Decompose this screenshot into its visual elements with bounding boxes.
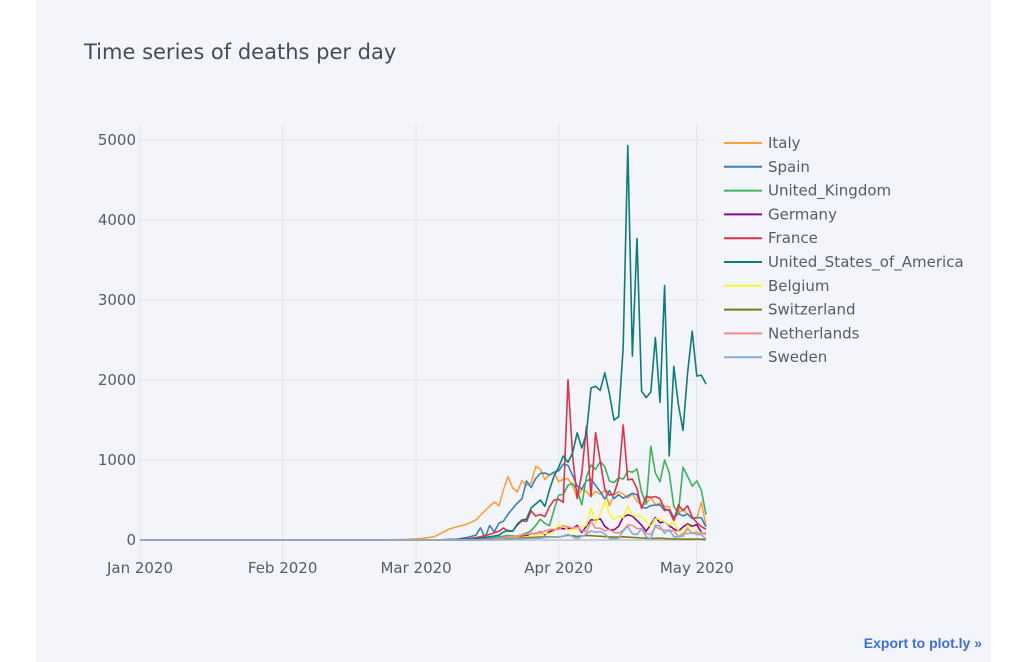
series-line-sweden xyxy=(140,524,707,541)
legend-label: Netherlands xyxy=(768,324,860,342)
legend-item[interactable]: Spain xyxy=(724,158,810,176)
legend-label: Switzerland xyxy=(768,301,856,319)
x-tick-label: Jan 2020 xyxy=(106,559,173,577)
chart-svg[interactable]: 0 1000 2000 3000 4000 5000 Jan 2020 Feb 2020 Mar… xyxy=(36,0,991,662)
series-line-spain xyxy=(140,463,707,541)
legend: Italy Spain United_Kingdom Germany France Uni… xyxy=(724,134,964,366)
series-line-italy xyxy=(140,465,707,541)
series-line-united-states-of-america xyxy=(140,144,707,541)
legend-label: United_Kingdom xyxy=(768,182,891,201)
legend-label: Italy xyxy=(768,134,801,152)
chart-title: Time series of deaths per day xyxy=(84,40,397,64)
y-tick-label: 0 xyxy=(126,531,136,549)
legend-label: Belgium xyxy=(768,277,830,295)
export-link[interactable]: Export to plot.ly » xyxy=(863,635,982,651)
series-line-belgium xyxy=(140,499,707,541)
legend-item[interactable]: Belgium xyxy=(724,277,830,295)
legend-item[interactable]: United_States_of_America xyxy=(724,253,964,272)
y-tick-label: 5000 xyxy=(98,131,136,149)
series-line-netherlands xyxy=(140,520,707,541)
y-tick-label: 4000 xyxy=(98,211,136,229)
x-tick-label: Apr 2020 xyxy=(524,559,593,577)
axis-layer: 0 1000 2000 3000 4000 5000 Jan 2020 Feb 2020 Mar… xyxy=(98,131,734,577)
legend-item[interactable]: Italy xyxy=(724,134,801,152)
legend-item[interactable]: United_Kingdom xyxy=(724,182,891,201)
plot-area: Time series of deaths per day 0 1000 2000 3… xyxy=(36,0,991,662)
legend-item[interactable]: Netherlands xyxy=(724,324,860,342)
legend-label: France xyxy=(768,229,818,247)
legend-item[interactable]: Germany xyxy=(724,205,837,223)
legend-label: Spain xyxy=(768,158,810,176)
legend-item[interactable]: Switzerland xyxy=(724,301,856,319)
x-tick-label: May 2020 xyxy=(660,559,734,577)
x-tick-label: Feb 2020 xyxy=(248,559,318,577)
legend-item[interactable]: Sweden xyxy=(724,348,827,366)
legend-item[interactable]: France xyxy=(724,229,818,247)
grid-layer xyxy=(139,124,706,568)
x-tick-label: Mar 2020 xyxy=(380,559,451,577)
legend-label: Sweden xyxy=(768,348,827,366)
legend-label: Germany xyxy=(768,205,837,223)
series-layer xyxy=(140,144,707,541)
y-tick-label: 2000 xyxy=(98,371,136,389)
y-tick-label: 1000 xyxy=(98,451,136,469)
y-tick-label: 3000 xyxy=(98,291,136,309)
legend-label: United_States_of_America xyxy=(768,253,964,272)
